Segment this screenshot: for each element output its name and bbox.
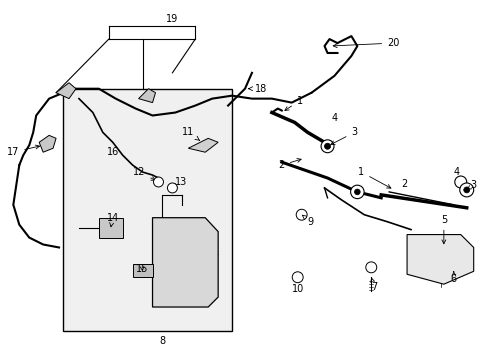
Text: 6: 6 [450,271,456,284]
Text: 16: 16 [106,147,119,157]
Circle shape [350,185,364,199]
Polygon shape [39,135,56,152]
Circle shape [354,189,359,195]
Text: 20: 20 [332,38,399,48]
Text: 1: 1 [285,96,302,111]
Circle shape [463,187,469,193]
Text: 7: 7 [370,278,377,292]
Circle shape [459,183,473,197]
Circle shape [167,183,177,193]
Text: 2: 2 [400,179,407,189]
Text: 4: 4 [331,113,337,123]
Text: 1: 1 [358,167,390,188]
Circle shape [292,272,303,283]
Text: 19: 19 [166,14,178,24]
Text: 8: 8 [159,336,165,346]
Text: 4: 4 [453,167,459,177]
Text: 2: 2 [278,158,301,170]
Text: 13: 13 [172,177,187,188]
Circle shape [324,143,330,149]
Circle shape [454,176,466,188]
Text: 9: 9 [302,215,313,227]
Polygon shape [132,264,152,277]
Circle shape [296,209,306,220]
Polygon shape [99,218,122,238]
Circle shape [153,177,163,187]
Text: 10: 10 [291,284,303,294]
Bar [63,89,232,331]
Text: 5: 5 [440,215,446,244]
Text: 12: 12 [133,167,155,180]
Circle shape [321,140,333,153]
Polygon shape [188,138,218,152]
Text: 3: 3 [467,180,476,190]
Text: 3: 3 [330,127,357,145]
Text: 17: 17 [7,145,40,157]
Polygon shape [152,218,218,307]
Polygon shape [406,235,473,284]
Polygon shape [138,89,155,103]
Circle shape [365,262,376,273]
Polygon shape [56,83,76,99]
Text: 14: 14 [106,213,119,227]
Text: 11: 11 [182,127,199,140]
Text: 18: 18 [248,84,266,94]
Text: 15: 15 [136,264,148,274]
